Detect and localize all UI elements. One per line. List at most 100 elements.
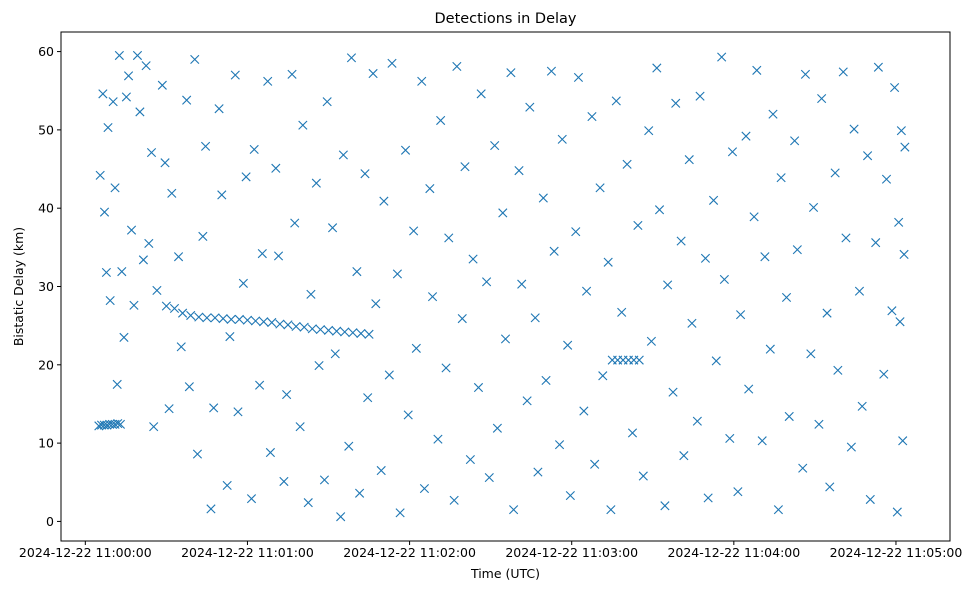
data-point [95, 170, 105, 180]
data-point [290, 218, 300, 228]
data-point [338, 150, 348, 160]
data-point [838, 67, 848, 77]
x-tick-label: 2024-12-22 11:03:00 [505, 545, 638, 560]
data-point [587, 111, 597, 122]
data-point [765, 344, 775, 354]
data-point [346, 53, 357, 63]
data-point [692, 416, 702, 426]
data-point [622, 159, 632, 169]
data-point [400, 145, 411, 155]
data-point [198, 231, 208, 241]
data-point [744, 384, 754, 394]
data-point [112, 379, 122, 389]
data-point [246, 494, 257, 504]
data-point [287, 69, 297, 79]
data-point [517, 279, 527, 289]
data-point [206, 504, 216, 514]
data-point [865, 494, 875, 505]
data-point [727, 147, 738, 157]
data-point [598, 371, 608, 381]
data-point [291, 321, 301, 332]
data-point [881, 174, 892, 184]
data-point [481, 277, 492, 287]
data-point [663, 280, 673, 290]
data-point [115, 419, 126, 429]
data-point [814, 419, 824, 429]
data-point [419, 483, 430, 494]
data-point [627, 428, 638, 438]
data-point [817, 93, 827, 104]
data-point [126, 225, 137, 235]
data-point [141, 61, 151, 71]
data-point [327, 223, 338, 233]
data-point [121, 92, 131, 102]
plot-area-frame [60, 31, 951, 542]
data-point [230, 70, 240, 80]
data-point [741, 131, 751, 141]
data-point [275, 319, 285, 329]
data-point [360, 169, 370, 179]
data-point [509, 505, 519, 515]
data-point [638, 471, 648, 481]
data-point [894, 217, 904, 227]
data-point [849, 124, 859, 134]
data-point [123, 71, 134, 81]
data-point [330, 349, 340, 359]
data-point [135, 107, 145, 117]
data-point [790, 136, 800, 146]
data-point [323, 325, 334, 335]
data-point [259, 317, 269, 327]
data-point [340, 327, 350, 337]
data-point [538, 193, 548, 203]
data-point [652, 63, 662, 73]
data-point [500, 334, 511, 344]
chart-title: Detections in Delay [434, 11, 576, 27]
data-point [164, 404, 174, 414]
data-point [344, 441, 354, 451]
data-point [457, 314, 467, 324]
data-point [319, 475, 330, 485]
data-point [898, 436, 908, 446]
data-point [452, 61, 462, 72]
data-point [490, 140, 500, 151]
data-point [392, 269, 403, 279]
data-point [376, 465, 386, 476]
data-point [525, 102, 535, 112]
data-point [169, 303, 180, 314]
data-point [265, 447, 276, 458]
data-point [322, 97, 332, 107]
data-point [735, 310, 746, 320]
data-point [295, 422, 305, 432]
data-point [222, 480, 232, 490]
data-point [299, 322, 309, 332]
data-point [114, 50, 124, 61]
data-point [541, 375, 551, 386]
data-point [684, 155, 694, 165]
data-point [711, 356, 721, 366]
data-point [749, 212, 759, 222]
data-point [830, 168, 840, 178]
data-point [476, 89, 486, 99]
data-point [315, 324, 325, 335]
data-point [800, 69, 811, 79]
data-point [571, 227, 581, 237]
data-point [225, 332, 235, 342]
data-point [554, 440, 565, 450]
data-point [465, 454, 475, 465]
data-point [549, 246, 559, 256]
data-point [892, 507, 902, 517]
data-point [717, 52, 727, 62]
data-point [873, 62, 883, 72]
data-point [157, 80, 167, 90]
data-point [633, 220, 643, 231]
data-point [267, 317, 277, 328]
data-point [473, 382, 484, 393]
data-point [573, 72, 584, 83]
data-point [307, 324, 317, 334]
data-point [161, 301, 171, 311]
data-point [250, 316, 261, 326]
data-point [348, 328, 358, 338]
data-point [611, 96, 621, 106]
data-point [854, 286, 865, 296]
